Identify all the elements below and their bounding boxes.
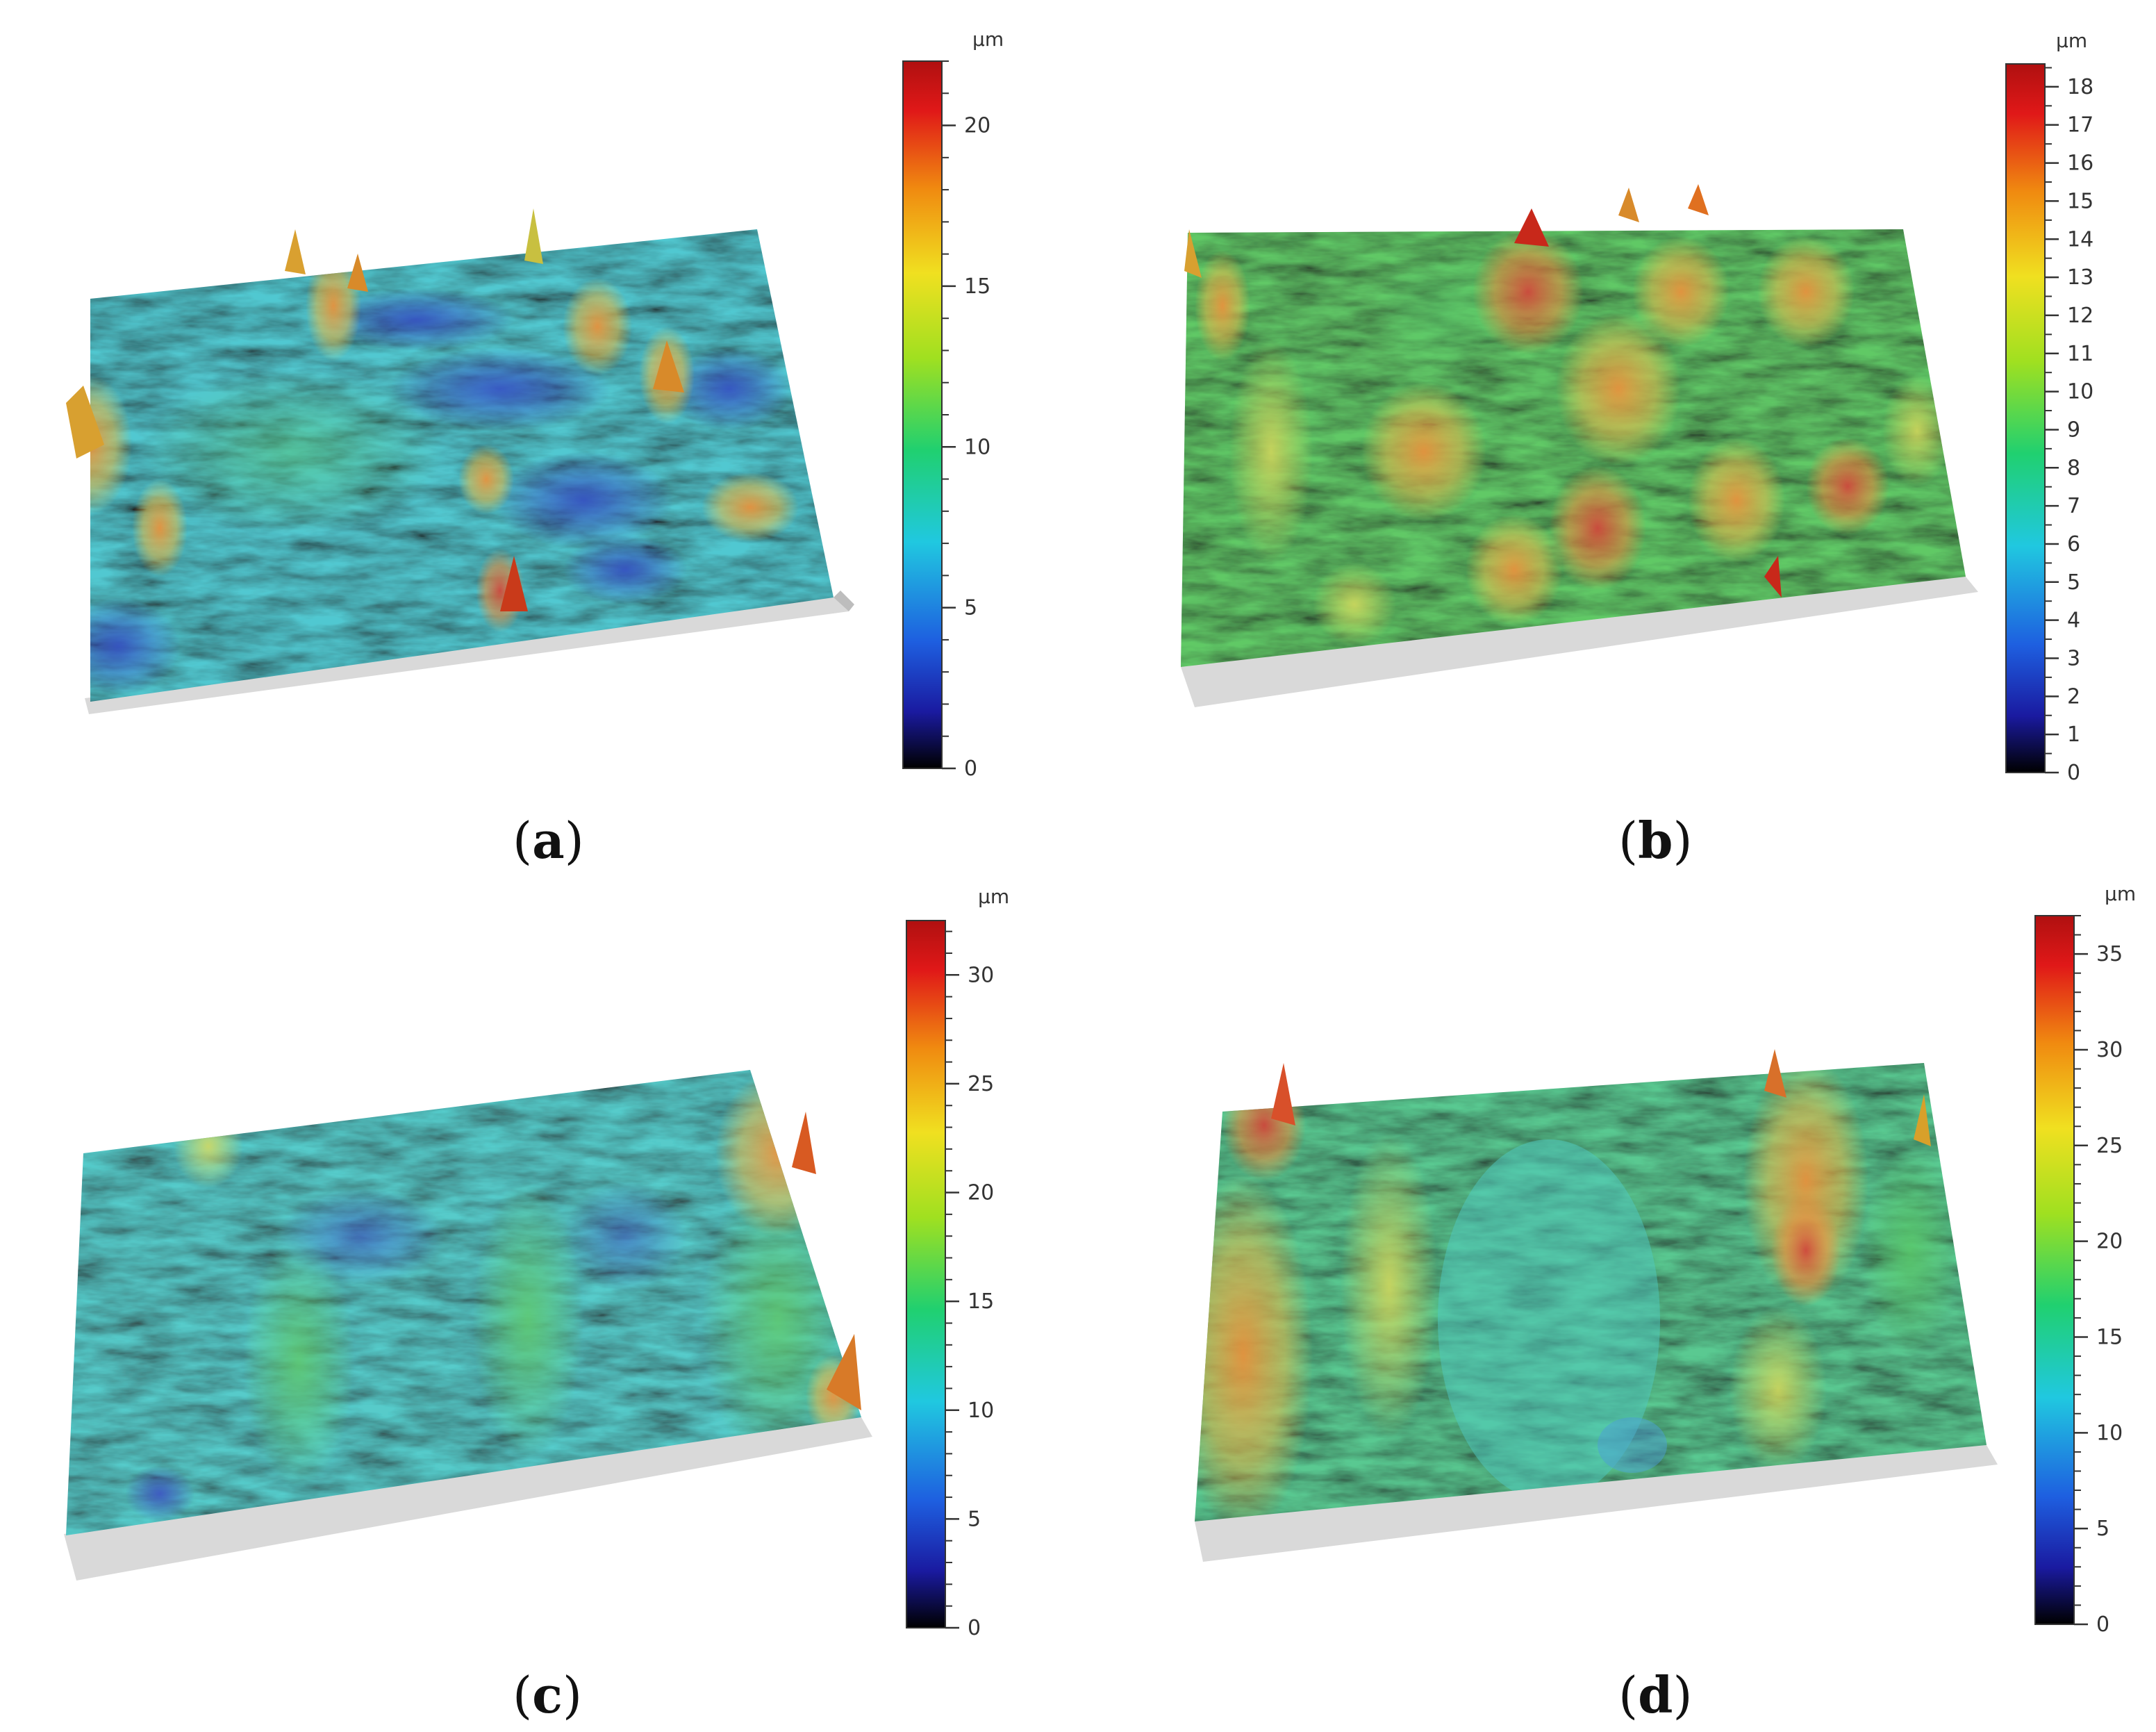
colorbar-tick-label: 11 — [2067, 342, 2093, 366]
colorbar-tick-label: 16 — [2067, 151, 2093, 176]
colorbar-tick-label: 15 — [2096, 1325, 2123, 1349]
colorbar-tick-label: 30 — [2096, 1038, 2123, 1062]
colorbar-tick-label: 20 — [968, 1181, 994, 1205]
colorbar-tick-label: 15 — [968, 1289, 994, 1314]
colorbar-tick-label: 9 — [2067, 418, 2080, 442]
colorbar-tick-label: 0 — [2067, 761, 2080, 785]
colorbar-tick-label: 5 — [2096, 1517, 2109, 1541]
colorbar-tick-label: 10 — [2067, 380, 2093, 404]
panel-label-d: (d) — [1618, 1665, 1693, 1724]
colorbar-tick-label: 5 — [968, 1507, 981, 1531]
colorbar-tick-label: 12 — [2067, 304, 2093, 328]
colorbar-unit-c: µm — [978, 885, 1009, 908]
colorbar-tick-label: 5 — [964, 596, 977, 620]
panel-label-b: (b) — [1618, 811, 1693, 870]
panel-d: µm 0 5 10 15 20 25 30 35 (d) — [1195, 882, 2136, 1724]
colorbar-tick-label: 18 — [2067, 75, 2093, 99]
colorbar-tick-label: 4 — [2067, 609, 2080, 633]
colorbar-unit-b: µm — [2056, 29, 2087, 52]
colorbar-tick-label: 15 — [964, 274, 990, 299]
colorbar-tick-label: 35 — [2096, 942, 2123, 966]
colorbar-tick-label: 0 — [964, 757, 977, 781]
colorbar-tick-label: 6 — [2067, 532, 2080, 556]
surface-plot-b — [1181, 184, 1978, 707]
colorbar-d: µm 0 5 10 15 20 25 30 35 — [2034, 882, 2136, 1637]
colorbar-tick-label: 2 — [2067, 684, 2080, 709]
colorbar-tick-label: 25 — [2096, 1134, 2123, 1158]
colorbar-ticks-d: 0 5 10 15 20 25 30 35 — [2074, 915, 2123, 1637]
surface-plot-c — [64, 1070, 872, 1581]
panel-c: µm 0 5 10 15 20 25 30 (c) — [64, 885, 1009, 1724]
colorbar-tick-label: 30 — [968, 963, 994, 987]
colorbar-tick-label: 7 — [2067, 494, 2080, 518]
colorbar-tick-label: 1 — [2067, 723, 2080, 747]
colorbar-tick-label: 20 — [2096, 1230, 2123, 1254]
colorbar-tick-label: 10 — [968, 1399, 994, 1423]
colorbar-tick-label: 10 — [2096, 1421, 2123, 1445]
colorbar-ticks-a: 0 5 10 15 20 — [942, 60, 990, 781]
colorbar-tick-label: 5 — [2067, 570, 2080, 595]
colorbar-tick-label: 3 — [2067, 646, 2080, 670]
colorbar-tick-label: 17 — [2067, 113, 2093, 138]
colorbar-tick-label: 25 — [968, 1072, 994, 1096]
colorbar-tick-label: 14 — [2067, 227, 2093, 251]
panel-a: µm 0 5 10 15 20 (a) — [66, 28, 1004, 870]
colorbar-tick-label: 0 — [968, 1616, 981, 1640]
surface-plot-d — [1195, 1049, 1998, 1562]
colorbar-tick-label: 13 — [2067, 265, 2093, 290]
colorbar-a: µm 0 5 10 15 20 — [902, 28, 1004, 781]
colorbar-tick-label: 15 — [2067, 189, 2093, 213]
colorbar-tick-label: 8 — [2067, 456, 2080, 480]
surface-plot-a — [66, 208, 854, 714]
colorbar-tick-label: 10 — [964, 435, 990, 459]
colorbar-unit-a: µm — [972, 28, 1004, 51]
colorbar-ticks-c: 0 5 10 15 20 25 30 — [945, 930, 994, 1640]
colorbar-c: µm 0 5 10 15 20 25 30 — [906, 885, 1009, 1640]
panel-label-c: (c) — [513, 1665, 582, 1724]
panel-label-a: (a) — [513, 811, 584, 870]
colorbar-unit-d: µm — [2105, 882, 2136, 905]
colorbar-tick-label: 0 — [2096, 1613, 2109, 1637]
colorbar-tick-label: 20 — [964, 114, 990, 138]
